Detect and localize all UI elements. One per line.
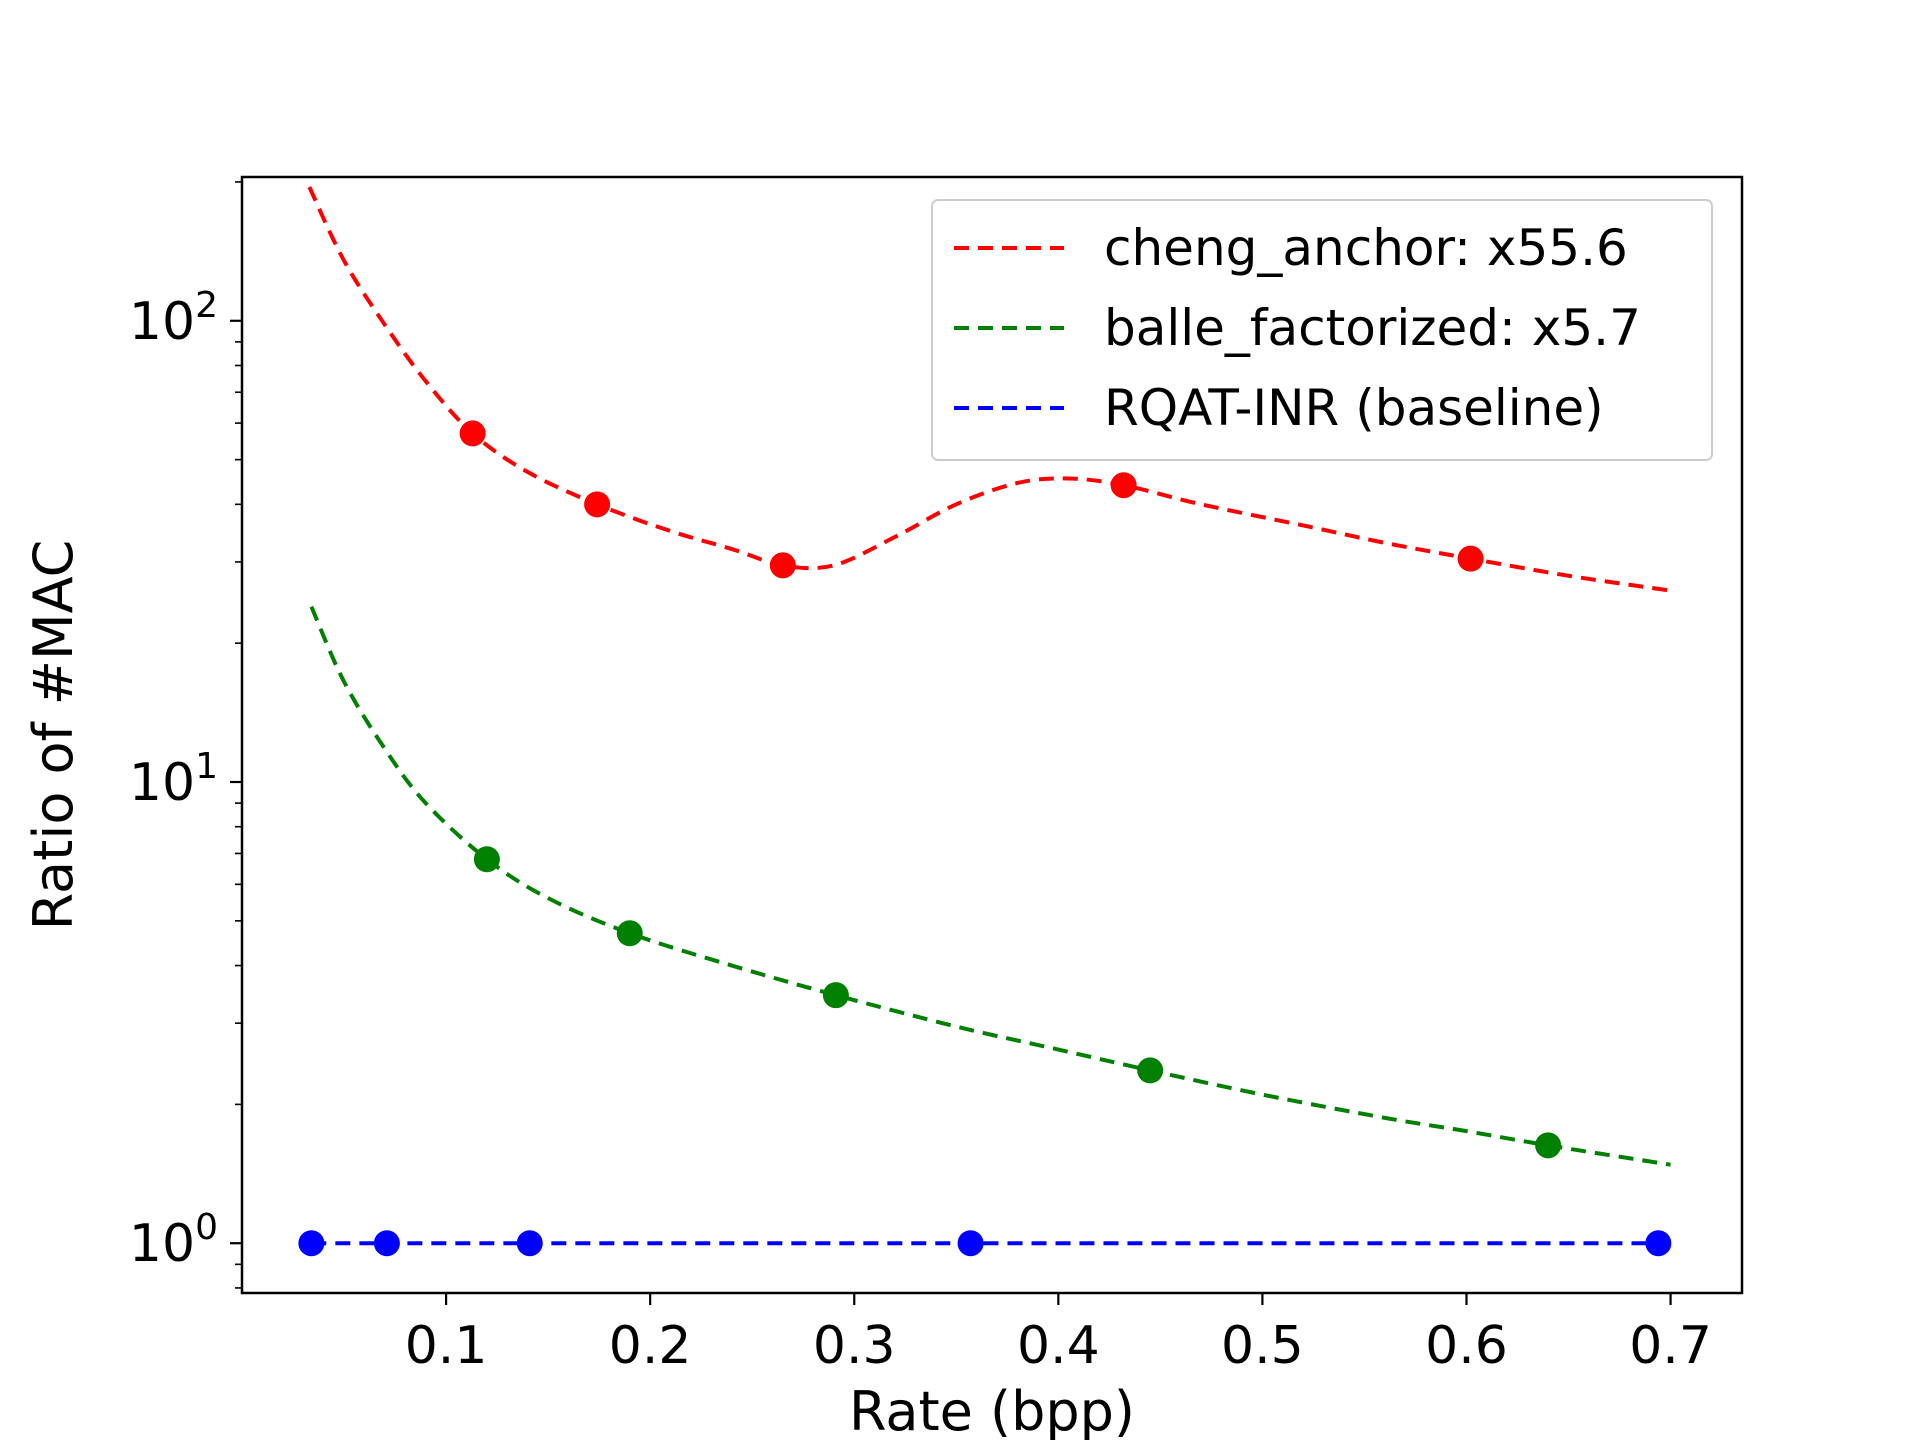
legend-item: balle_factorized: x5.7 xyxy=(954,299,1641,357)
y-tick-label: 101 xyxy=(129,746,218,813)
series-0 xyxy=(307,186,1671,593)
legend-box xyxy=(931,199,1713,461)
data-point xyxy=(298,1230,325,1257)
y-tick-label-base: 10 xyxy=(129,1214,195,1274)
x-tick-label: 0.5 xyxy=(1221,1316,1304,1376)
y-tick-label-base: 10 xyxy=(129,292,195,352)
data-point xyxy=(616,920,643,947)
legend-label: RQAT-INR (baseline) xyxy=(1104,379,1604,437)
x-tick-label: 0.3 xyxy=(813,1316,896,1376)
x-axis-ticks: 0.1 0.2 0.3 0.4 0.5 0.6 0.7 xyxy=(405,1293,1712,1376)
data-point xyxy=(516,1230,543,1257)
data-point xyxy=(473,846,500,873)
y-tick-label-exponent: 1 xyxy=(195,746,218,787)
x-tick-label: 0.2 xyxy=(609,1316,692,1376)
axes-frame xyxy=(240,175,1744,1295)
data-point xyxy=(1110,472,1137,499)
y-axis-label: Ratio of #MAC xyxy=(22,540,85,931)
data-point xyxy=(769,552,796,579)
y-tick-label-base: 10 xyxy=(129,753,195,813)
legend-items: cheng_anchor: x55.6 balle_factorized: x5.… xyxy=(954,219,1641,437)
data-point xyxy=(584,491,611,518)
series-1 xyxy=(309,605,1671,1167)
x-axis-label: Rate (bpp) xyxy=(849,1380,1135,1440)
series-line xyxy=(307,186,1671,593)
legend-item: cheng_anchor: x55.6 xyxy=(954,219,1628,277)
data-point xyxy=(957,1230,984,1257)
x-tick-label: 0.1 xyxy=(405,1316,488,1376)
x-tick-label: 0.4 xyxy=(1017,1316,1100,1376)
legend: cheng_anchor: x55.6 balle_factorized: x5.… xyxy=(931,199,1713,461)
data-point xyxy=(822,982,849,1009)
y-tick-label: 100 xyxy=(129,1207,218,1274)
x-tick-label: 0.7 xyxy=(1629,1316,1712,1376)
series-line xyxy=(309,605,1671,1167)
data-point xyxy=(1457,545,1484,572)
data-point xyxy=(1137,1057,1164,1084)
legend-label: balle_factorized: x5.7 xyxy=(1104,299,1641,357)
legend-item: RQAT-INR (baseline) xyxy=(954,379,1604,437)
y-tick-label-exponent: 0 xyxy=(195,1207,218,1248)
x-tick-label: 0.6 xyxy=(1425,1316,1508,1376)
y-tick-label-exponent: 2 xyxy=(195,285,218,326)
series-layer xyxy=(298,186,1672,1257)
legend-label: cheng_anchor: x55.6 xyxy=(1104,219,1628,277)
data-point xyxy=(373,1230,400,1257)
series-2 xyxy=(298,1230,1672,1257)
data-point xyxy=(459,420,486,447)
data-point xyxy=(1645,1230,1672,1257)
y-tick-label: 102 xyxy=(129,285,218,352)
data-point xyxy=(1535,1132,1562,1159)
